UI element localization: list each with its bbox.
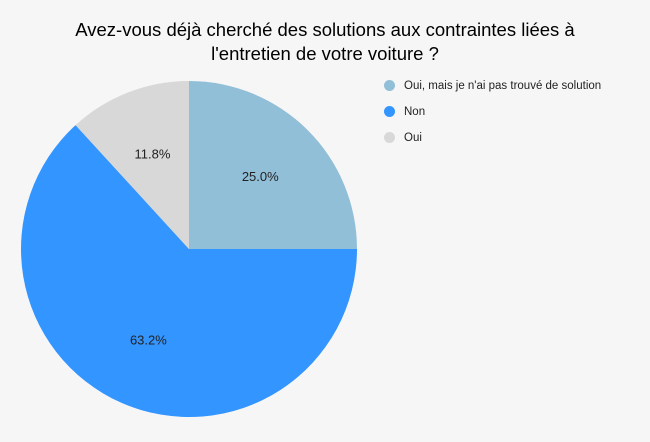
pie-slice-label-oui-mais-je-n-ai-pas-trouve-de-solution: 25.0%	[242, 169, 279, 184]
legend-label-oui: Oui	[404, 131, 422, 144]
legend-item-oui[interactable]: Oui	[384, 131, 644, 144]
legend-swatch-non	[384, 106, 395, 117]
chart-title-line-2: l'entretien de votre voiture ?	[211, 43, 439, 64]
chart-title-line-1: Avez-vous déjà cherché des solutions aux…	[75, 19, 575, 40]
legend-item-non[interactable]: Non	[384, 105, 644, 118]
pie-slice-label-non: 63.2%	[130, 333, 167, 348]
pie-slice-label-oui: 11.8%	[135, 146, 171, 161]
pie-slice-non	[20, 125, 357, 418]
legend-swatch-oui	[384, 132, 395, 143]
chart-title: Avez-vous déjà cherché des solutions aux…	[0, 18, 650, 66]
legend-swatch-oui-mais-je-n-ai-pas-trouve-de-solution	[384, 80, 395, 91]
legend-label-oui-mais-je-n-ai-pas-trouve-de-solution: Oui, mais je n'ai pas trouvé de solution	[404, 79, 602, 92]
legend-item-oui-mais-je-n-ai-pas-trouve-de-solution[interactable]: Oui, mais je n'ai pas trouvé de solution	[384, 79, 644, 92]
pie-slice-oui	[75, 81, 189, 249]
legend-label-non: Non	[404, 105, 426, 118]
chart-legend: Oui, mais je n'ai pas trouvé de solution…	[384, 79, 644, 157]
pie-slice-oui-mais-je-n-ai-pas-trouve-de-solution	[189, 81, 357, 249]
